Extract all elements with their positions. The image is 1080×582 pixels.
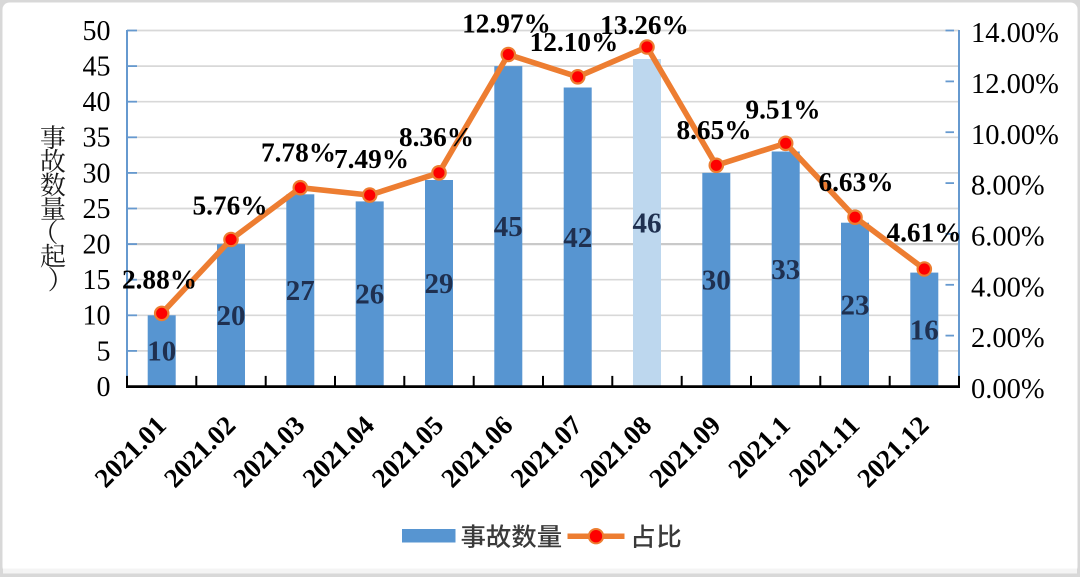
svg-text:10.00%: 10.00% [971,120,1059,151]
svg-text:20: 20 [83,230,111,261]
svg-text:7.49%: 7.49% [334,144,409,174]
svg-text:12.10%: 12.10% [530,27,619,57]
svg-text:6.63%: 6.63% [818,167,893,197]
svg-text:13.26%: 13.26% [600,10,689,40]
svg-text:6.00%: 6.00% [971,222,1045,253]
svg-text:8.65%: 8.65% [676,115,751,145]
svg-text:15: 15 [83,265,111,296]
svg-text:42: 42 [563,222,592,254]
svg-text:26: 26 [355,279,384,311]
svg-text:29: 29 [425,268,454,300]
svg-text:4.00%: 4.00% [971,272,1045,303]
svg-text:5.76%: 5.76% [192,191,267,221]
svg-text:46: 46 [633,208,662,240]
svg-text:50: 50 [83,16,111,47]
svg-text:10: 10 [147,336,176,368]
svg-text:33: 33 [771,254,800,286]
svg-text:10: 10 [83,301,111,332]
svg-text:30: 30 [83,158,111,189]
svg-text:7.78%: 7.78% [261,138,336,168]
svg-text:16: 16 [910,314,939,346]
svg-text:8.00%: 8.00% [971,171,1045,202]
svg-text:14.00%: 14.00% [971,18,1059,49]
svg-text:9.51%: 9.51% [745,95,820,125]
svg-text:35: 35 [83,123,111,154]
svg-text:45: 45 [83,52,111,83]
svg-text:2.00%: 2.00% [971,323,1045,354]
svg-text:12.97%: 12.97% [462,9,551,39]
svg-text:40: 40 [83,87,111,118]
svg-text:0.00%: 0.00% [971,374,1045,405]
svg-text:4.61%: 4.61% [886,218,961,248]
svg-text:20: 20 [217,300,246,332]
svg-text:2.88%: 2.88% [122,265,197,295]
svg-text:23: 23 [841,289,870,321]
svg-text:8.36%: 8.36% [399,122,474,152]
svg-text:45: 45 [494,211,523,243]
svg-text:5: 5 [97,336,111,367]
svg-text:25: 25 [83,194,111,225]
svg-text:30: 30 [702,265,731,297]
svg-text:27: 27 [286,275,315,307]
svg-text:12.00%: 12.00% [971,69,1059,100]
svg-text:0: 0 [97,372,111,403]
